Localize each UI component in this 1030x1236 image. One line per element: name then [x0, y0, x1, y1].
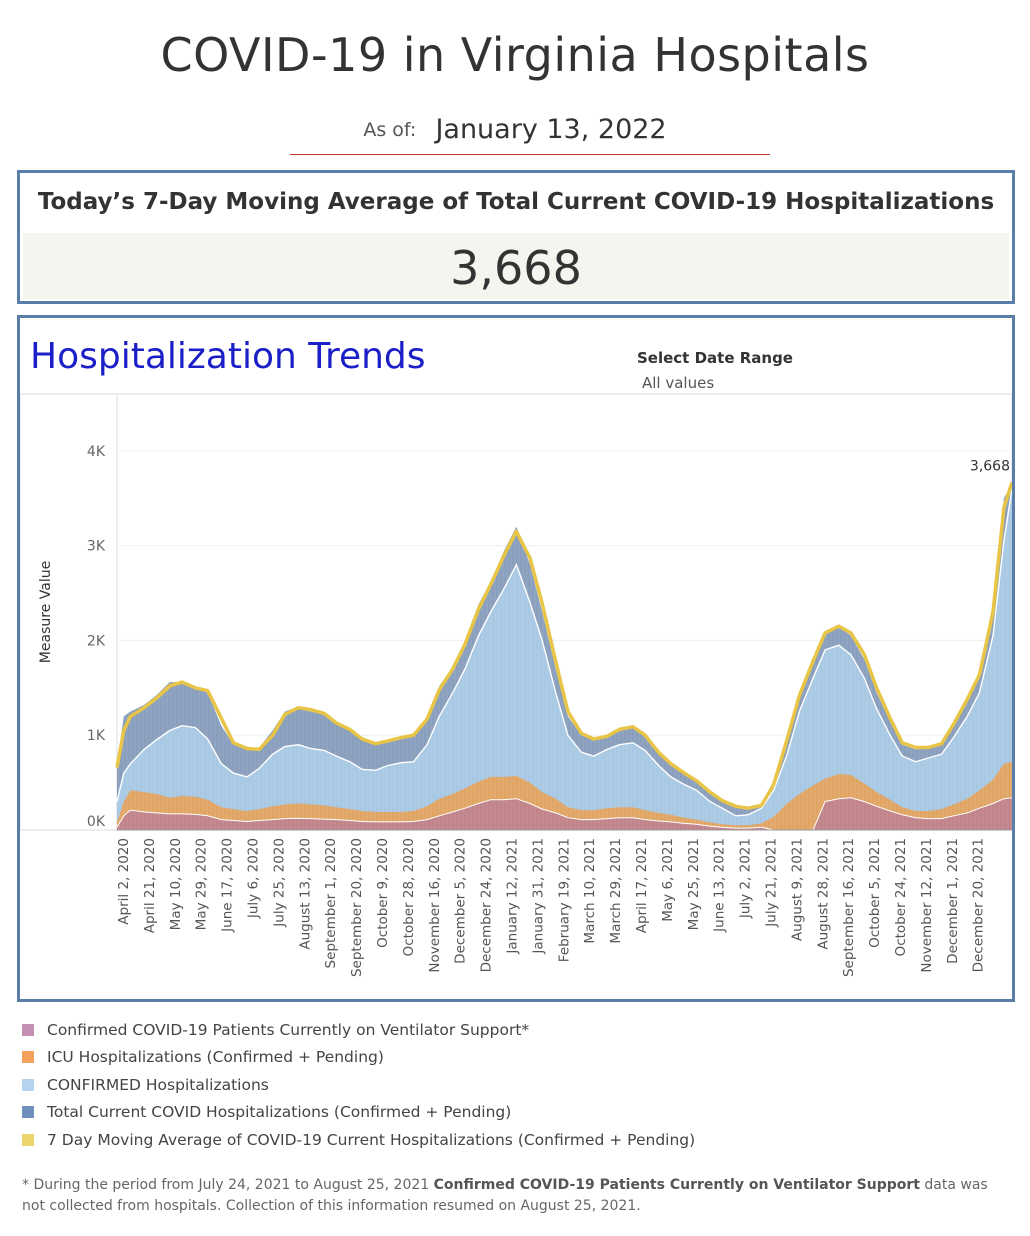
- kpi-card: Today’s 7-Day Moving Average of Total Cu…: [17, 170, 1015, 304]
- legend: Confirmed COVID-19 Patients Currently on…: [22, 1016, 695, 1154]
- trend-chart[interactable]: 0K 1K 2K 3K 4K Measure Value 3,668 April 2, 202…: [20, 318, 1012, 999]
- as-of-date: January 13, 2022: [435, 114, 667, 145]
- x-tick-label: March 29, 2021: [608, 838, 624, 944]
- as-of-row: As of: January 13, 2022: [0, 114, 1030, 145]
- x-tick-label: December 1, 2021: [945, 838, 961, 964]
- x-tick-label: October 5, 2021: [867, 838, 883, 948]
- legend-item[interactable]: ICU Hospitalizations (Confirmed + Pendin…: [22, 1044, 695, 1072]
- x-tick-label: May 29, 2020: [194, 838, 210, 930]
- x-tick-label: November 16, 2020: [427, 838, 443, 973]
- x-tick-label: August 9, 2021: [789, 838, 805, 941]
- legend-swatch: [22, 1078, 34, 1091]
- legend-swatch: [22, 1023, 34, 1036]
- y-axis-label: Measure Value: [38, 561, 54, 663]
- y-tick-label: 1K: [87, 728, 106, 744]
- x-tick-label: April 17, 2021: [634, 838, 650, 933]
- legend-item[interactable]: Confirmed COVID-19 Patients Currently on…: [22, 1016, 695, 1044]
- legend-item[interactable]: 7 Day Moving Average of COVID-19 Current…: [22, 1126, 695, 1154]
- trends-title: Hospitalization Trends: [30, 336, 426, 377]
- as-of-label: As of:: [363, 118, 417, 141]
- kpi-label: Today’s 7-Day Moving Average of Total Cu…: [37, 189, 995, 215]
- legend-item[interactable]: Total Current COVID Hospitalizations (Co…: [22, 1099, 695, 1127]
- ventilator-line: [116, 797, 1012, 831]
- last-value-label: 3,668: [970, 458, 1010, 474]
- x-tick-label: October 28, 2020: [401, 838, 417, 956]
- ventilator-area: [117, 797, 1012, 830]
- total-hospitalizations-area: [117, 484, 1012, 830]
- legend-label: 7 Day Moving Average of COVID-19 Current…: [47, 1130, 696, 1149]
- date-range-label: Select Date Range: [637, 349, 793, 367]
- x-tick-label: September 16, 2021: [841, 838, 857, 977]
- legend-item[interactable]: CONFIRMED Hospitalizations: [22, 1071, 695, 1099]
- footnote-bold: Confirmed COVID-19 Patients Currently on…: [433, 1177, 920, 1193]
- footnote: * During the period from July 24, 2021 t…: [22, 1175, 1002, 1217]
- x-tick-label: June 13, 2021: [712, 838, 728, 933]
- x-tick-label: January 31, 2021: [530, 838, 546, 955]
- legend-label: Confirmed COVID-19 Patients Currently on…: [47, 1020, 530, 1039]
- footnote-suffix: data was not collected from hospitals. C…: [22, 1177, 988, 1214]
- legend-swatch: [22, 1106, 34, 1119]
- x-tick-label: January 12, 2021: [505, 838, 521, 955]
- as-of-underline: [290, 154, 770, 155]
- x-tick-label: September 1, 2020: [323, 838, 339, 968]
- x-tick-label: July 6, 2020: [246, 838, 262, 919]
- x-tick-label: April 2, 2020: [116, 838, 132, 925]
- footnote-prefix: * During the period from July 24, 2021 t…: [22, 1177, 434, 1193]
- y-tick-label: 4K: [87, 444, 106, 460]
- x-tick-label: May 10, 2020: [168, 838, 184, 930]
- legend-label: ICU Hospitalizations (Confirmed + Pendin…: [47, 1048, 384, 1067]
- x-tick-label: October 24, 2021: [893, 838, 909, 956]
- date-range-filter[interactable]: All values: [642, 374, 715, 392]
- legend-label: CONFIRMED Hospitalizations: [47, 1075, 269, 1094]
- x-tick-label: August 13, 2020: [297, 838, 313, 950]
- icu-hospitalizations-area: [117, 761, 1012, 830]
- legend-label: Total Current COVID Hospitalizations (Co…: [47, 1103, 512, 1122]
- x-tick-label: December 5, 2020: [453, 838, 469, 964]
- hospitalization-trends-panel: 0K 1K 2K 3K 4K Measure Value 3,668 April 2, 202…: [17, 315, 1015, 1002]
- x-tick-label: October 9, 2020: [375, 838, 391, 948]
- legend-swatch: [22, 1133, 34, 1146]
- x-tick-label: March 10, 2021: [582, 838, 598, 944]
- y-tick-label: 0K: [87, 814, 106, 830]
- x-tick-label: December 24, 2020: [479, 838, 495, 972]
- x-tick-label: July 25, 2020: [271, 838, 287, 928]
- x-tick-label: September 20, 2020: [349, 838, 365, 977]
- moving-average-line: [115, 481, 1012, 810]
- x-tick-label: April 21, 2020: [142, 838, 158, 933]
- x-tick-label: December 20, 2021: [971, 838, 987, 972]
- y-tick-label: 3K: [87, 539, 106, 555]
- kpi-value: 3,668: [23, 233, 1009, 299]
- legend-swatch: [22, 1051, 34, 1064]
- confirmed-hospitalizations-area: [117, 488, 1012, 830]
- x-tick-label: July 21, 2021: [764, 838, 780, 928]
- x-tick-label: June 17, 2020: [220, 838, 236, 933]
- x-tick-label: August 28, 2021: [815, 838, 831, 950]
- x-tick-label: November 12, 2021: [919, 838, 935, 973]
- confirmed-hospitalizations-line: [116, 488, 1012, 817]
- x-tick-label: February 19, 2021: [556, 838, 572, 962]
- x-tick-label: May 6, 2021: [660, 838, 676, 922]
- x-tick-label: May 25, 2021: [686, 838, 702, 930]
- x-tick-label: July 2, 2021: [738, 838, 754, 919]
- page-title: COVID-19 in Virginia Hospitals: [160, 28, 870, 82]
- y-tick-label: 2K: [87, 633, 106, 649]
